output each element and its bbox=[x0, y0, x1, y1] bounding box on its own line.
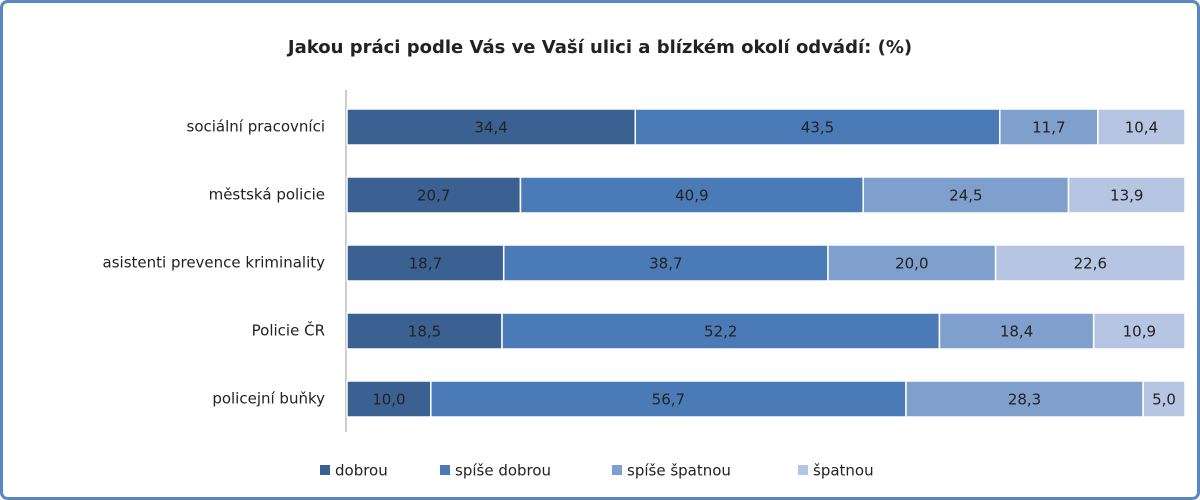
legend-swatch bbox=[798, 465, 808, 475]
bar-segment bbox=[430, 380, 907, 418]
data-label: 38,7 bbox=[649, 255, 682, 273]
data-label: 34,4 bbox=[474, 119, 507, 137]
legend-label: dobrou bbox=[335, 462, 388, 480]
data-label: 24,5 bbox=[949, 187, 982, 205]
y-tick-label: sociální pracovníci bbox=[187, 118, 325, 136]
chart-title: Jakou práci podle Vás ve Vaší ulici a bl… bbox=[286, 37, 912, 58]
data-label: 18,7 bbox=[409, 255, 442, 273]
bar-segment bbox=[994, 244, 1186, 282]
bar-segment bbox=[999, 108, 1099, 146]
bar-segment bbox=[827, 244, 997, 282]
data-label: 13,9 bbox=[1110, 187, 1143, 205]
bar-segment bbox=[346, 312, 503, 350]
data-label: 18,5 bbox=[408, 323, 441, 341]
bar-segment bbox=[502, 244, 829, 282]
legend-swatch bbox=[440, 465, 450, 475]
y-tick-label: asistenti prevence kriminality bbox=[103, 254, 326, 272]
bar-segment bbox=[634, 108, 1001, 146]
bar-segment bbox=[346, 244, 505, 282]
legend-swatch bbox=[320, 465, 330, 475]
data-label: 43,5 bbox=[801, 119, 834, 137]
data-label: 11,7 bbox=[1032, 119, 1065, 137]
data-label: 22,6 bbox=[1074, 255, 1107, 273]
bar-segment bbox=[1092, 312, 1186, 350]
legend-swatch bbox=[612, 465, 622, 475]
bar-segment bbox=[905, 380, 1144, 418]
bar-segment bbox=[519, 176, 864, 214]
legend-label: spíše špatnou bbox=[627, 462, 731, 480]
bar-segment bbox=[501, 312, 941, 350]
data-label: 56,7 bbox=[652, 391, 685, 409]
data-label: 20,7 bbox=[417, 187, 450, 205]
legend-label: špatnou bbox=[813, 462, 874, 480]
bar-segment bbox=[1067, 176, 1186, 214]
data-label: 10,9 bbox=[1123, 323, 1156, 341]
y-tick-label: policejní buňky bbox=[212, 390, 325, 408]
y-tick-label: Policie ČR bbox=[252, 321, 325, 340]
data-label: 18,4 bbox=[1000, 323, 1033, 341]
bar-segment bbox=[1142, 380, 1186, 418]
data-label: 28,3 bbox=[1008, 391, 1041, 409]
data-label: 20,0 bbox=[895, 255, 928, 273]
data-label: 10,4 bbox=[1125, 119, 1158, 137]
data-label: 5,0 bbox=[1152, 391, 1176, 409]
data-label: 52,2 bbox=[704, 323, 737, 341]
data-label: 40,9 bbox=[675, 187, 708, 205]
y-tick-label: městská policie bbox=[209, 186, 325, 204]
bar-segment bbox=[346, 108, 637, 146]
legend-label: spíše dobrou bbox=[455, 462, 551, 480]
data-label: 10,0 bbox=[372, 391, 405, 409]
bar-segment bbox=[1097, 108, 1186, 146]
